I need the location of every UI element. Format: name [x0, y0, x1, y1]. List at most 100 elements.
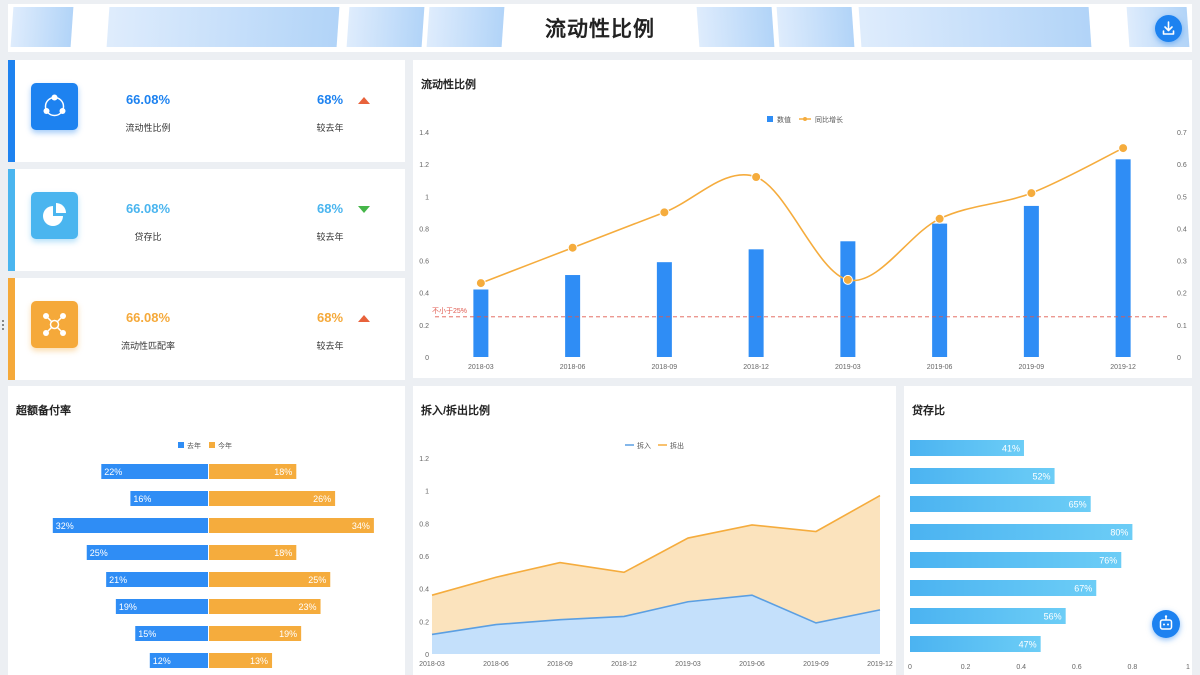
download-icon: [1162, 21, 1175, 35]
legend-label: 数值: [777, 115, 791, 124]
kpi-compare-value: 68%: [316, 92, 344, 107]
kpi-compare-value: 68%: [316, 310, 344, 325]
bar: [910, 468, 1055, 484]
data-label: 26%: [313, 494, 331, 504]
data-label: 13%: [250, 656, 268, 666]
data-label: 25%: [90, 548, 108, 558]
bar: [473, 289, 489, 357]
data-label: 80%: [1110, 528, 1128, 538]
bar-last-year: [149, 653, 208, 668]
y-right-tick-label: 0.6: [1177, 162, 1187, 169]
network-icon: [31, 301, 78, 348]
bar-this-year: [209, 572, 331, 587]
y-left-tick-label: 0: [425, 355, 429, 362]
line-point: [659, 207, 670, 218]
x-tick-label: 0.4: [1016, 664, 1026, 671]
liquidity-combo-chart: 0 0.2 0.4 0.6 0.8 1 1.2 1.4 0 0.1 0.2 0.3 0.4 0.5 0.6 0…: [419, 115, 1187, 371]
data-label: 67%: [1074, 584, 1092, 594]
chart-title: 贷存比: [912, 405, 945, 417]
assistant-button[interactable]: [1152, 610, 1180, 638]
x-tick-label: 0.6: [1072, 664, 1082, 671]
data-label: 18%: [274, 548, 292, 558]
share-nodes-icon: [31, 83, 78, 130]
kpi-compare-label: 较去年: [316, 123, 344, 133]
y-tick-label: 0.2: [419, 619, 429, 626]
legend-swatch: [178, 442, 184, 448]
kpi-compare-label: 较去年: [316, 341, 344, 351]
kpi-compare-label: 较去年: [316, 232, 344, 242]
bar-last-year: [130, 491, 208, 506]
legend-label: 今年: [218, 441, 232, 450]
data-label: 16%: [133, 494, 151, 504]
bar-last-year: [86, 545, 208, 560]
panel-excess-reserve-chart: 超额备付率 去年 今年 22% 16% 32% 25% 21% 19% 15% 12% 18% 26%…: [8, 386, 405, 675]
bar: [1115, 159, 1131, 357]
series-line: [480, 147, 1124, 284]
bar-last-year: [52, 518, 208, 533]
threshold-label: 不小于25%: [432, 306, 467, 315]
y-right-tick-label: 0.3: [1177, 259, 1187, 266]
inout-area-chart: 0 0.2 0.4 0.6 0.8 1 1.2 2018-03 2018-06 2018-09 20…: [419, 441, 893, 668]
y-tick-label: 0.4: [419, 587, 429, 594]
bar: [840, 241, 856, 357]
line-point: [934, 213, 945, 224]
bar-last-year: [115, 599, 208, 614]
x-tick-label: 0: [908, 664, 912, 671]
data-label: 22%: [104, 467, 122, 477]
data-label: 32%: [56, 521, 74, 531]
x-tick-label: 2018-09: [652, 364, 678, 371]
y-right-tick-label: 0.1: [1177, 323, 1187, 330]
data-label: 47%: [1019, 640, 1037, 650]
y-left-tick-label: 0.4: [419, 291, 429, 298]
download-button[interactable]: [1155, 15, 1182, 42]
trend-down-icon: [358, 206, 370, 213]
data-label: 19%: [279, 629, 297, 639]
y-left-tick-label: 1.4: [419, 130, 429, 137]
x-tick-label: 2018-03: [468, 364, 494, 371]
x-tick-label: 2018-03: [419, 661, 445, 668]
page-title: 流动性比例: [545, 18, 655, 41]
bar-last-year: [101, 464, 208, 479]
y-right-tick-label: 0: [1177, 355, 1181, 362]
line-point: [475, 278, 486, 289]
y-tick-label: 0: [425, 652, 429, 659]
excess-reserve-chart: 去年 今年 22% 16% 32% 25% 21% 19% 15% 12% 18% 26% 34% 18%…: [52, 441, 374, 668]
bar: [656, 262, 672, 357]
x-tick-label: 2019-03: [675, 661, 701, 668]
bar-this-year: [209, 653, 273, 668]
dashboard-header: 流动性比例: [8, 4, 1192, 52]
bar-this-year: [209, 545, 297, 560]
bar-this-year: [209, 491, 336, 506]
bar: [910, 636, 1041, 652]
area-in: [432, 595, 880, 654]
y-tick-label: 0.8: [419, 521, 429, 528]
line-point: [567, 242, 578, 253]
kpi-accent-bar: [8, 169, 15, 271]
kpi-card-liquidity-match-rate: 66.08% 流动性匹配率 68% 较去年: [8, 278, 405, 380]
kpi-accent-bar: [8, 60, 15, 162]
legend-label: 同比增长: [815, 115, 843, 124]
drag-handle-icon[interactable]: [1, 318, 5, 330]
legend-swatch: [803, 117, 807, 121]
panel-liquidity-ratio-chart: 流动性比例 0 0.2 0.4 0.6 0.8 1 1.2 1.4 0 0.1 0.2 0.3 0.4 0…: [413, 60, 1192, 378]
y-left-tick-label: 1.2: [419, 162, 429, 169]
legend-label: 拆出: [670, 441, 684, 450]
legend-label: 去年: [187, 441, 201, 450]
trend-up-icon: [358, 97, 370, 104]
data-label: 52%: [1033, 472, 1051, 482]
legend-swatch: [209, 442, 215, 448]
kpi-label: 贷存比: [134, 232, 162, 242]
x-tick-label: 2019-09: [1019, 364, 1045, 371]
bar: [910, 496, 1091, 512]
y-tick-label: 1: [425, 489, 429, 496]
bar: [910, 440, 1024, 456]
data-label: 18%: [274, 467, 292, 477]
kpi-label: 流动性比例: [125, 123, 171, 133]
y-tick-label: 1.2: [419, 456, 429, 463]
x-tick-label: 2019-03: [835, 364, 861, 371]
kpi-value: 66.08%: [125, 92, 171, 107]
data-label: 65%: [1069, 500, 1087, 510]
x-tick-label: 0.2: [961, 664, 971, 671]
x-tick-label: 2018-06: [560, 364, 586, 371]
chart-title: 拆入/拆出比例: [421, 405, 491, 417]
